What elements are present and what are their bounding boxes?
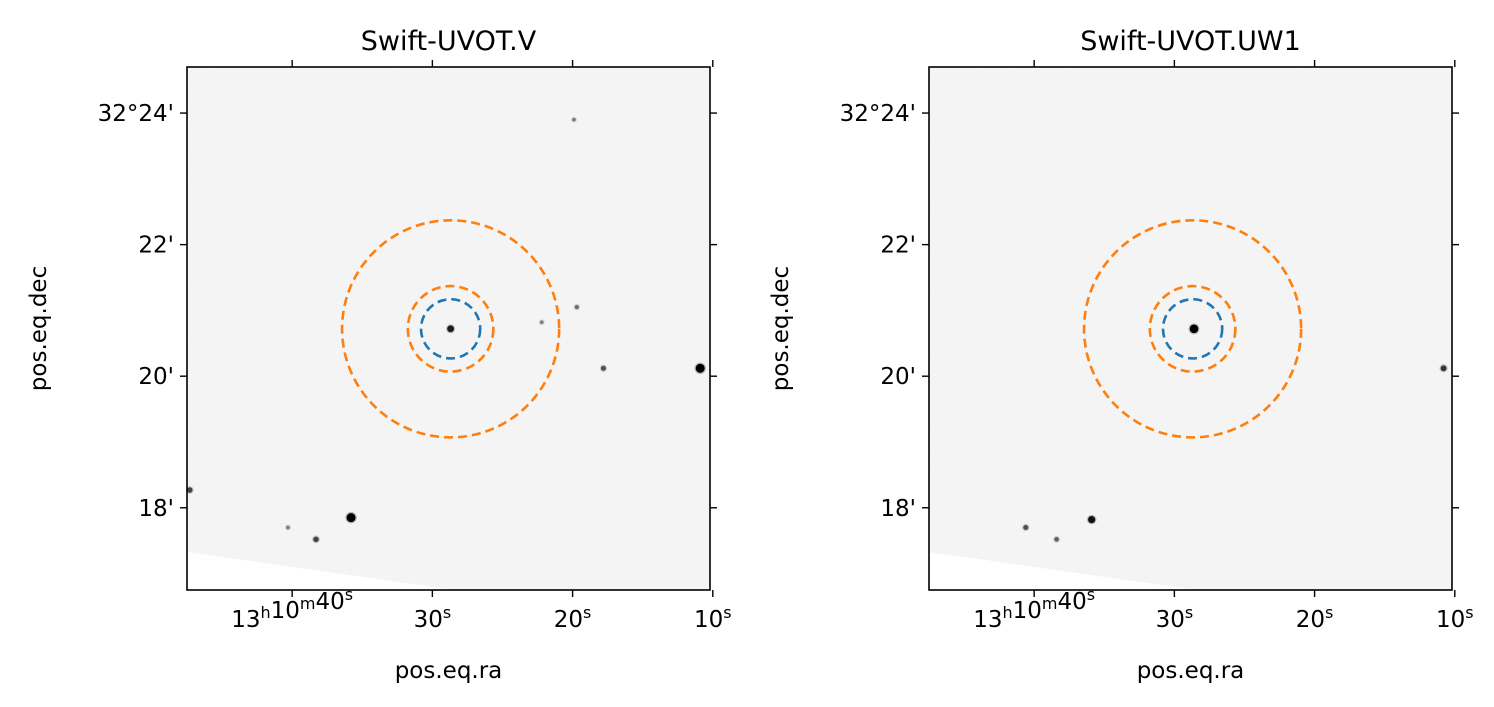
aperture-background-outer [1082,218,1303,439]
star [574,305,579,310]
dec-tick-label: 32°24' [98,101,174,127]
star [695,363,705,373]
ra-tick-label: 13h10m40s [231,585,353,633]
dec-tick-label: 18' [138,496,174,522]
panel-title: Swift-UVOT.V [361,26,537,57]
star [1023,524,1029,531]
star [1189,324,1199,334]
y-axis-label: pos.eq.dec [26,266,52,391]
panel-title: Swift-UVOT.UW1 [1080,26,1301,57]
aperture-source [1161,297,1224,360]
star [1054,537,1059,542]
dec-tick-label: 20' [880,364,916,390]
star [286,525,290,530]
aperture-source [419,297,482,360]
y-axis-label: pos.eq.dec [768,266,794,391]
coverage-mask [187,552,455,590]
x-axis-label: pos.eq.ra [395,658,503,684]
ra-tick-label: 10s [1436,603,1474,633]
aperture-background-inner [1148,284,1237,373]
star-halo [573,303,581,311]
ra-tick-label: 13h10m40s [973,585,1095,633]
axes-frame [928,66,1453,591]
star [1088,515,1096,524]
aperture-background-inner [406,284,495,373]
dec-tick-label: 18' [880,496,916,522]
x-axis-label: pos.eq.ra [1137,658,1245,684]
star [346,513,356,523]
star [447,325,455,333]
star [313,536,319,543]
panel-swift-uvot-uw1: 13h10m40s 30s 20s 10s 32°24' 22' 20' 18' Swift-U… [768,26,1474,684]
panel-swift-uvot-v: 13h10m40s 30s 20s 10s 32°24' 22' 20' 18' Swift-U… [26,26,732,684]
star [187,487,193,493]
coverage-mask [929,552,1197,590]
ra-tick-label: 10s [694,603,732,633]
star [1440,365,1447,372]
axes-frame [186,66,711,591]
ra-tick-label: 30s [1156,603,1194,633]
star [572,117,576,122]
aperture-background-outer [340,218,561,439]
ra-tick-label: 20s [554,603,592,633]
ra-tick-label: 20s [1296,603,1334,633]
star-halo [570,116,578,123]
star-halo [284,524,292,531]
star [539,320,544,325]
dec-tick-label: 22' [138,233,174,259]
star [600,365,606,371]
star-halo [538,319,545,326]
dec-tick-label: 20' [138,364,174,390]
ra-tick-label: 30s [414,603,452,633]
dec-tick-label: 32°24' [840,101,916,127]
dec-tick-label: 22' [880,233,916,259]
